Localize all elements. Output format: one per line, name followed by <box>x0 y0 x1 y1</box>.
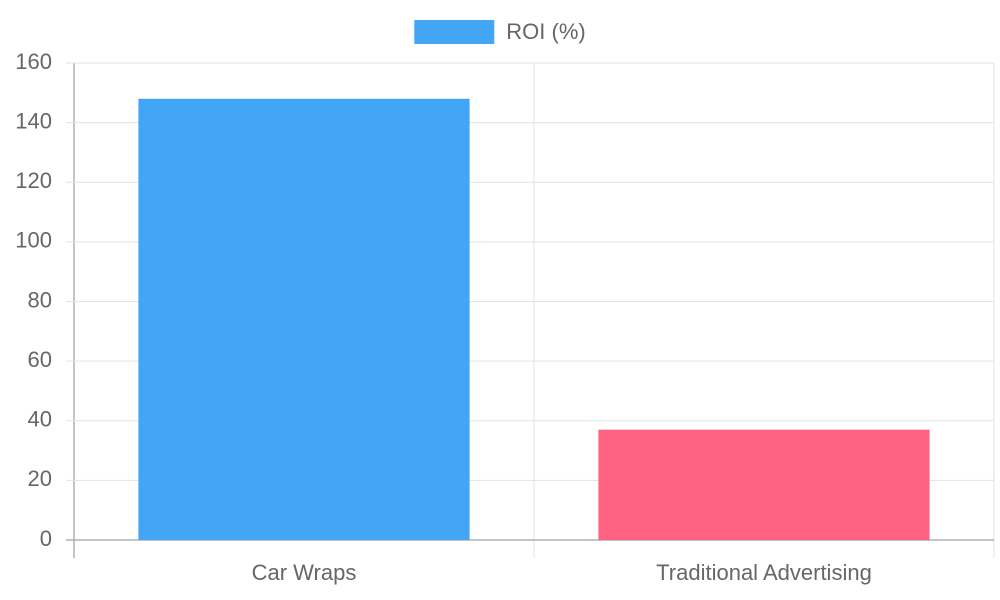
y-tick-label: 20 <box>28 466 52 491</box>
y-tick-label: 40 <box>28 407 52 432</box>
legend-swatch <box>414 20 495 44</box>
bar <box>138 98 470 541</box>
legend-label: ROI (%) <box>506 19 585 44</box>
x-tick-label: Car Wraps <box>252 560 357 585</box>
y-tick-label: 80 <box>28 287 52 312</box>
y-tick-label: 140 <box>15 108 52 133</box>
x-tick-label: Traditional Advertising <box>656 560 872 585</box>
y-tick-label: 160 <box>15 49 52 74</box>
y-tick-label: 100 <box>15 228 52 253</box>
bar <box>598 429 930 540</box>
y-tick-label: 60 <box>28 347 52 372</box>
y-tick-label: 0 <box>40 526 52 551</box>
y-tick-label: 120 <box>15 168 52 193</box>
